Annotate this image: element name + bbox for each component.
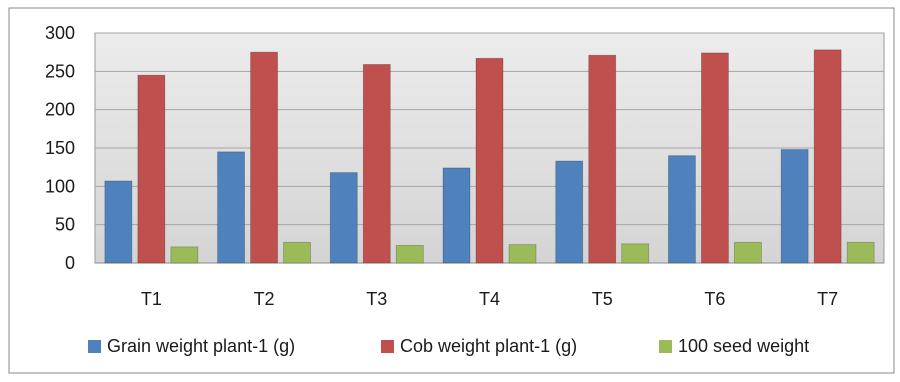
y-tick-label: 0 <box>65 253 75 273</box>
bar-t1-series-1 <box>104 180 133 264</box>
y-axis-ticks: 0 50 100 150 200 250 300 <box>45 23 75 273</box>
y-tick-label: 50 <box>55 215 75 235</box>
x-tick-label: T1 <box>141 289 162 309</box>
bar-t4-series-2 <box>475 57 504 264</box>
bar-t7-series-2 <box>813 49 842 264</box>
bar-t5-series-1 <box>555 160 584 264</box>
bar-t1-series-3 <box>170 246 199 264</box>
bar-t7-series-3 <box>846 241 875 264</box>
x-tick-label: T2 <box>254 289 275 309</box>
legend: Grain weight plant-1 (g) Cob weight plant… <box>88 336 809 356</box>
bar-t2-series-1 <box>217 151 245 264</box>
y-tick-label: 300 <box>45 23 75 43</box>
legend-swatch <box>88 340 101 353</box>
legend-label: Grain weight plant-1 (g) <box>107 336 295 356</box>
bar-t6-series-3 <box>734 241 762 264</box>
bar-t5-series-3 <box>621 243 650 264</box>
bar-t3-series-3 <box>395 244 424 264</box>
x-tick-label: T7 <box>817 289 838 309</box>
x-axis-ticks: T1 T2 T3 T4 T5 T6 T7 <box>141 289 838 309</box>
x-tick-label: T3 <box>366 289 387 309</box>
y-tick-label: 150 <box>45 138 75 158</box>
bar-t4-series-3 <box>508 244 537 264</box>
x-tick-label: T4 <box>479 289 500 309</box>
y-tick-label: 200 <box>45 100 75 120</box>
bar-t1-series-2 <box>137 74 166 264</box>
bar-t2-series-3 <box>283 241 311 264</box>
bar-t6-series-1 <box>668 155 696 264</box>
legend-swatch <box>381 340 394 353</box>
bar-t3-series-1 <box>329 172 358 264</box>
legend-label: 100 seed weight <box>678 336 809 356</box>
bar-t7-series-1 <box>780 149 809 264</box>
bar-t3-series-2 <box>362 64 391 264</box>
bar-t5-series-2 <box>588 54 617 264</box>
legend-label: Cob weight plant-1 (g) <box>400 336 577 356</box>
bars <box>104 49 875 264</box>
legend-swatch <box>659 340 672 353</box>
bar-t4-series-1 <box>442 167 471 264</box>
y-tick-label: 100 <box>45 176 75 196</box>
bar-t6-series-2 <box>701 52 729 264</box>
x-tick-label: T5 <box>592 289 613 309</box>
bar-t2-series-2 <box>250 51 278 264</box>
x-tick-label: T6 <box>704 289 725 309</box>
y-tick-label: 250 <box>45 61 75 81</box>
